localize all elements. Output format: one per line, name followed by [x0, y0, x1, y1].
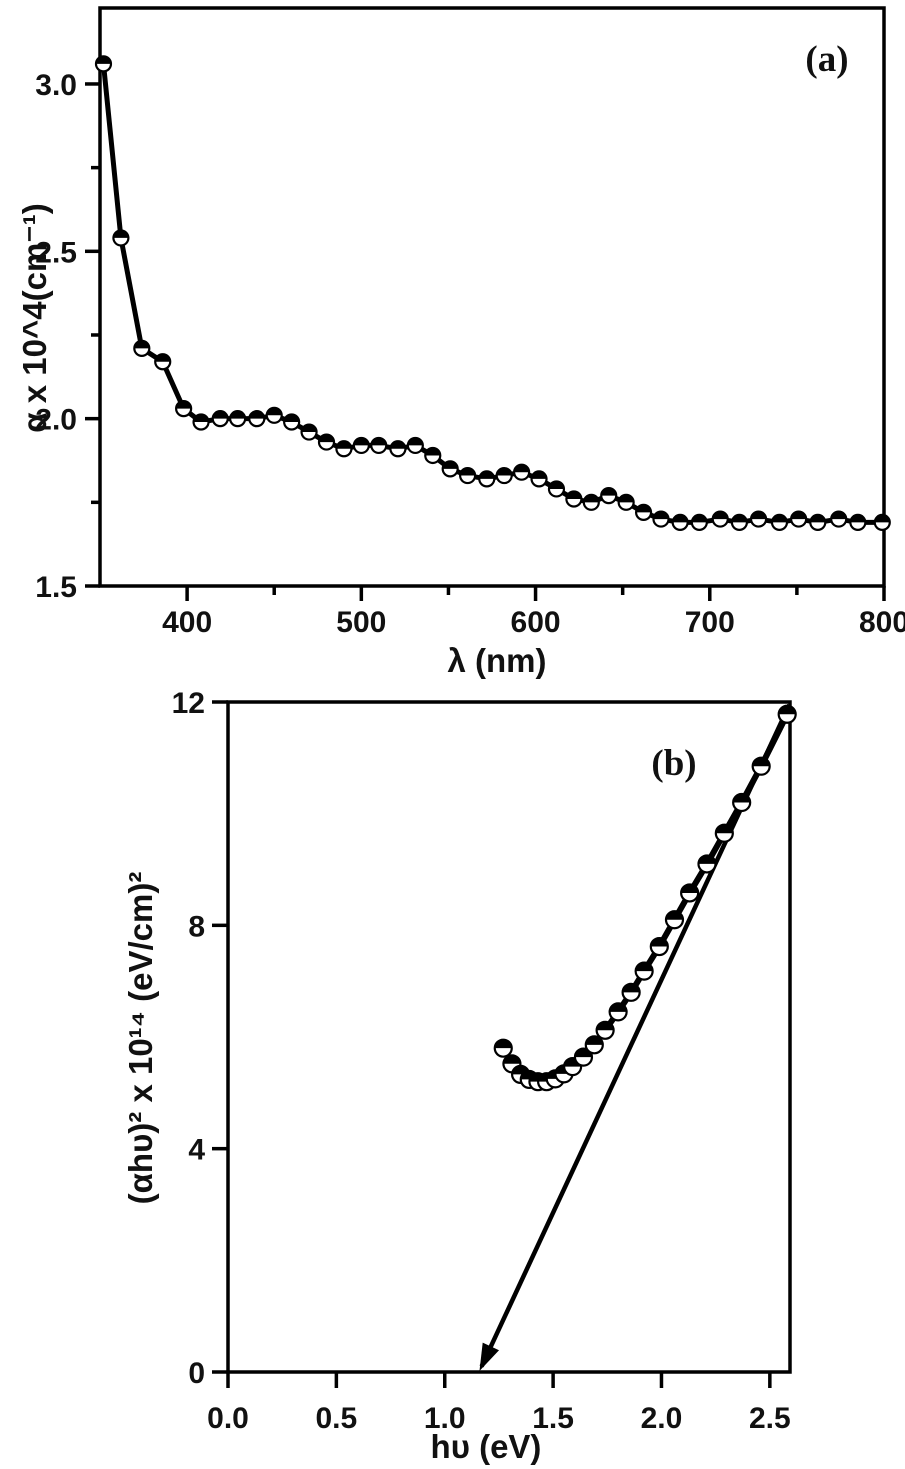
x-tick-label: 600 [511, 606, 561, 639]
y-tick-label: 1.5 [35, 571, 77, 604]
data-point-marker-halffill [371, 437, 387, 446]
data-point-marker-halffill [494, 1039, 512, 1049]
data-point-marker-halffill [665, 911, 683, 920]
data-point-marker-halffill [230, 411, 246, 419]
data-point-marker-halffill [791, 511, 807, 520]
data-point-marker-halffill [752, 757, 770, 767]
data-point-marker-halffill [95, 56, 111, 64]
data-point-marker-halffill [831, 511, 847, 520]
data-point-marker-halffill [176, 401, 192, 409]
data-point-marker-halffill [681, 884, 699, 893]
data-point-marker-halffill [548, 481, 564, 489]
data-point-marker-halffill [583, 494, 599, 503]
data-point-marker-halffill [249, 411, 265, 419]
data-point-marker-halffill [810, 514, 826, 523]
y-tick-label: 12 [172, 687, 205, 720]
alpha-vs-wavelength-line [100, 61, 885, 525]
data-point-marker-halffill [425, 447, 441, 456]
chart-a: α x 10^4(cm⁻¹) λ (nm) (a) 400 500 600 700 80… [16, 6, 905, 679]
x-tick-label: 400 [162, 606, 212, 639]
data-point-marker-halffill [113, 230, 129, 238]
chart-a-y-axis-label: α x 10^4(cm⁻¹) [16, 203, 53, 432]
data-point-marker-halffill [733, 794, 751, 803]
data-point-marker-halffill [284, 414, 300, 423]
data-point-marker-halffill [850, 514, 866, 523]
data-point-marker-halffill [390, 441, 406, 449]
chart-b-y-axis-label: (αhυ)² x 10¹⁴ (eV/cm)² [122, 872, 159, 1205]
x-tick-label: 2.0 [641, 1402, 683, 1435]
plot-frame [98, 6, 886, 588]
data-point-marker-halffill [698, 855, 716, 864]
chart-b: (αhυ)² x 10¹⁴ (eV/cm)² hυ (eV) (b) 0.0 0.… [122, 687, 797, 1465]
data-point-marker-halffill [503, 1055, 521, 1064]
data-point-marker-halffill [266, 407, 282, 416]
data-point-marker-halffill [318, 434, 334, 443]
y-tick-label: 0 [188, 1357, 205, 1390]
data-point-marker-halffill [155, 354, 171, 362]
data-point-marker-halffill [301, 424, 317, 433]
y-tick-label: 2.5 [35, 236, 77, 269]
y-tick-label: 3.0 [35, 69, 77, 102]
x-tick-label: 0.0 [207, 1402, 249, 1435]
data-point-marker-halffill [751, 511, 767, 520]
x-tick-label: 800 [859, 606, 905, 639]
data-point-marker-halffill [672, 514, 688, 523]
data-point-marker-halffill [601, 488, 617, 496]
data-point-marker-halffill [778, 705, 796, 715]
chart-b-panel-label: (b) [651, 743, 696, 784]
data-point-marker-halffill [771, 514, 787, 523]
data-point-marker-halffill [407, 437, 423, 446]
data-point-marker-halffill [479, 471, 495, 479]
x-tick-label: 700 [685, 606, 735, 639]
data-point-marker-halffill [618, 494, 634, 503]
data-point-marker-halffill [622, 983, 640, 993]
data-point-marker-halffill [514, 464, 530, 473]
y-tick-label: 2.0 [35, 404, 77, 437]
data-point-marker-halffill [353, 437, 369, 446]
x-tick-label: 1.5 [532, 1402, 574, 1435]
data-point-marker-halffill [336, 441, 352, 449]
data-point-marker-halffill [585, 1036, 603, 1045]
absorption-spectrum-plot: 400 500 600 700 800 1.5 2.0 2.5 3.0 [35, 6, 905, 639]
data-point-marker-halffill [874, 514, 890, 523]
chart-a-x-axis-label: λ (nm) [448, 642, 547, 679]
x-tick-label: 1.0 [424, 1402, 466, 1435]
data-point-marker-halffill [566, 491, 582, 499]
data-point-marker-halffill [609, 1003, 627, 1012]
data-point-marker-halffill [193, 414, 209, 423]
data-point-marker-halffill [712, 511, 728, 520]
data-point-marker-halffill [460, 468, 476, 476]
data-point-marker-halffill [212, 411, 228, 419]
x-tick-label: 2.5 [749, 1402, 791, 1435]
data-point-marker-halffill [653, 511, 669, 520]
data-point-marker-halffill [650, 938, 668, 947]
fit-line-arrowhead-icon [479, 1342, 500, 1371]
fit-line [479, 703, 792, 1368]
data-point-marker-halffill [636, 504, 652, 513]
data-point-marker-halffill [531, 471, 547, 479]
data-point-marker-halffill [596, 1021, 614, 1031]
x-tick-label: 500 [336, 606, 386, 639]
data-point-marker-halffill [691, 514, 707, 523]
x-tick-label: 0.5 [316, 1402, 358, 1435]
chart-a-panel-label: (a) [805, 39, 848, 80]
data-point-marker-halffill [635, 962, 653, 972]
data-point-marker-halffill [442, 461, 458, 469]
data-point-marker-halffill [496, 468, 512, 476]
alpha-hv-squared-line [500, 711, 791, 1085]
chart-b-x-axis-label: hυ (eV) [431, 1428, 542, 1465]
data-point-marker-halffill [731, 514, 747, 523]
tauc-plot-plot: 0.0 0.5 1.0 1.5 2.0 2.5 0 4 8 12 [172, 687, 797, 1435]
data-point-marker-halffill [134, 340, 150, 349]
y-tick-label: 4 [188, 1134, 205, 1167]
plot-frame [226, 700, 792, 1374]
y-tick-label: 8 [188, 910, 205, 943]
data-point-marker-halffill [715, 824, 733, 834]
